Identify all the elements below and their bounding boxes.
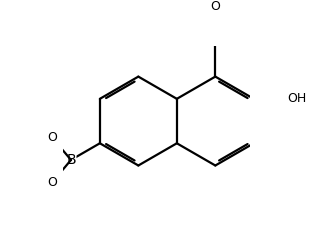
Text: O: O [48,131,57,144]
Text: B: B [66,153,76,167]
Text: O: O [48,176,57,188]
Text: O: O [211,0,220,13]
Text: OH: OH [287,92,306,105]
